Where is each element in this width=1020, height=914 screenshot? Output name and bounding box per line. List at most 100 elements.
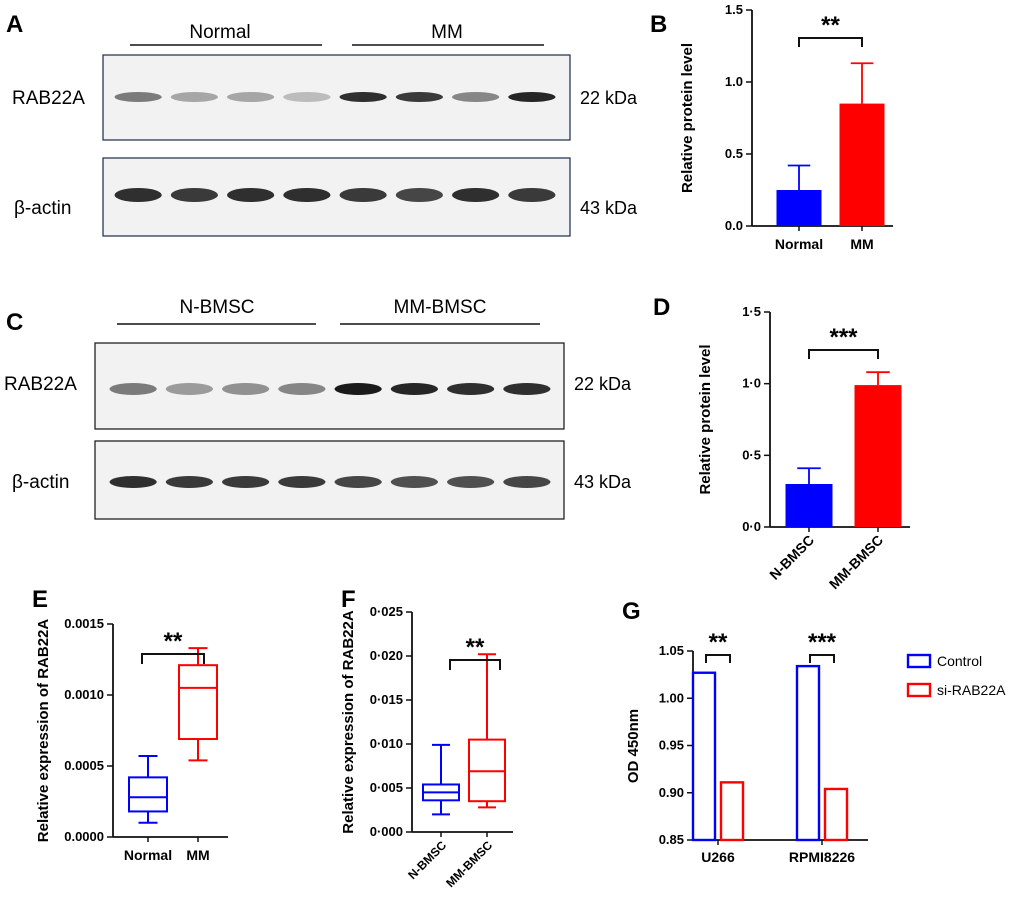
actin-a-band-7 [452,188,500,202]
bands-c-actin [109,476,551,488]
size-label-22kda-c: 22 kDa [574,374,632,394]
F-x-tick-label: MM-BMSC [443,838,495,890]
G-bar-RPMI8226-Control [795,664,821,842]
bands-c-rab22a [109,383,551,395]
G-U266-significance-bracket [705,654,731,663]
E-x-tick-label: MM [186,847,209,863]
group-label-normal: Normal [189,22,250,43]
rab22a-a-band-6 [395,92,443,102]
B-error-bar-1 [787,164,811,190]
rab22a-c-band-5 [334,383,382,395]
B-significance-bracket [798,37,863,47]
D-y-tick-label: 1·0 [742,376,761,391]
D-bar-1 [785,484,833,527]
G-U266-significance-label: ** [709,629,728,656]
actin-a-band-2 [170,188,218,202]
rab22a-a-band-5 [339,92,387,102]
D-y-tick-label: 0·5 [742,447,761,462]
E-y-tick-label: 0.0000 [64,829,104,844]
group-label-mm: MM [431,22,463,43]
chart-g-od450: 0.85 0.90 0.95 1.00 1.05 OD 450nm U266 ** RPMI82… [625,629,1006,865]
group-label-mm-bmsc: MM-BMSC [394,297,487,318]
blot-c-actin-membrane [94,440,565,520]
B-x-tick-label: Normal [775,236,823,252]
panel-c-western-blot: N-BMSC MM-BMSC RAB22A β-actin 22 kDa 43 … [4,297,632,520]
B-y-tick-label: 0.0 [725,218,743,233]
G-bar-U266-Control [691,671,717,842]
rab22a-a-band-8 [508,92,556,102]
F-y-tick-label: 0·000 [370,824,403,839]
E-x-tick-label: Normal [124,847,172,863]
B-y-tick-label: 1.0 [725,74,743,89]
rab22a-c-band-4 [278,383,326,395]
F-y-tick-label: 0·015 [370,692,403,707]
actin-c-band-4 [278,476,326,488]
E-significance-bracket [141,653,205,664]
legend-label-Control: Control [937,653,982,669]
G-bar-RPMI8226-si-RAB22A [823,787,849,842]
F-whiskers-1 [432,743,450,816]
rab22a-a-band-3 [227,92,275,102]
panel-label-c: C [6,309,23,336]
B-bar-1 [776,190,822,226]
F-y-tick-label: 0·010 [370,736,403,751]
G-RPMI8226-significance-bracket [809,654,835,663]
row-label-beta-actin-c: β-actin [12,472,69,493]
F-x-tick-label: N-BMSC [405,838,449,882]
B-x-tick-label: MM [850,236,873,252]
row-label-rab22a: RAB22A [12,88,85,109]
actin-a-band-6 [395,188,443,202]
rab22a-c-band-3 [222,383,270,395]
legend-swatch-Control [906,653,932,669]
actin-c-band-8 [503,476,551,488]
G-x-tick-label: U266 [701,849,735,865]
B-error-bar-2 [850,62,874,104]
D-y-axis-label: Relative protein level [697,344,714,494]
chart-f-expression-boxplot: 0·000 0·005 0·010 0·015 0·020 0·025 Relative e… [340,604,513,890]
panel-label-b: B [650,11,667,38]
G-y-tick-label: 1.05 [659,643,684,658]
D-y-tick-label: 0·0 [742,519,761,534]
F-y-tick-label: 0·025 [370,604,403,619]
D-error-bar-1 [797,467,821,484]
rab22a-a-band-7 [452,92,500,102]
actin-c-band-3 [222,476,270,488]
chart-e-expression-boxplot: 0.0000 0.0005 0.0010 0.0015 Relative express… [35,616,228,863]
D-significance-bracket [808,349,879,359]
G-x-tick-label: RPMI8226 [789,849,855,865]
row-label-rab22a-c: RAB22A [4,374,77,395]
panel-label-g: G [622,598,641,625]
actin-c-band-1 [109,476,157,488]
G-y-tick-label: 0.95 [659,738,684,753]
legend-label-si-RAB22A: si-RAB22A [937,682,1006,698]
E-whiskers-2 [188,647,208,762]
blot-c-rab22a-membrane [94,342,565,430]
rab22a-c-band-1 [109,383,157,395]
B-bar-2 [839,103,885,226]
F-whiskers-2 [478,653,496,809]
actin-c-band-7 [447,476,495,488]
actin-a-band-8 [508,188,556,202]
G-y-tick-label: 0.85 [659,832,684,847]
D-x-tick-label: N-BMSC [766,532,817,583]
E-box-1 [128,776,168,813]
actin-c-band-6 [390,476,438,488]
actin-a-band-4 [283,188,331,202]
actin-a-band-1 [114,188,162,202]
bands-a-actin [114,188,556,202]
panel-label-f: F [341,586,356,613]
actin-a-band-3 [227,188,275,202]
rab22a-c-band-8 [503,383,551,395]
D-bar-2 [854,385,902,527]
group-label-n-bmsc: N-BMSC [180,297,255,318]
G-y-tick-label: 1.00 [659,690,684,705]
actin-c-band-5 [334,476,382,488]
actin-c-band-2 [165,476,213,488]
panel-label-a: A [6,11,23,38]
D-x-tick-label: MM-BMSC [826,532,886,592]
E-y-tick-label: 0.0005 [64,758,104,773]
F-significance-bracket [449,659,501,670]
rab22a-c-band-6 [390,383,438,395]
chart-b-protein-level: 0.0 0.5 1.0 1.5 Relative protein level Normal… [679,2,893,252]
